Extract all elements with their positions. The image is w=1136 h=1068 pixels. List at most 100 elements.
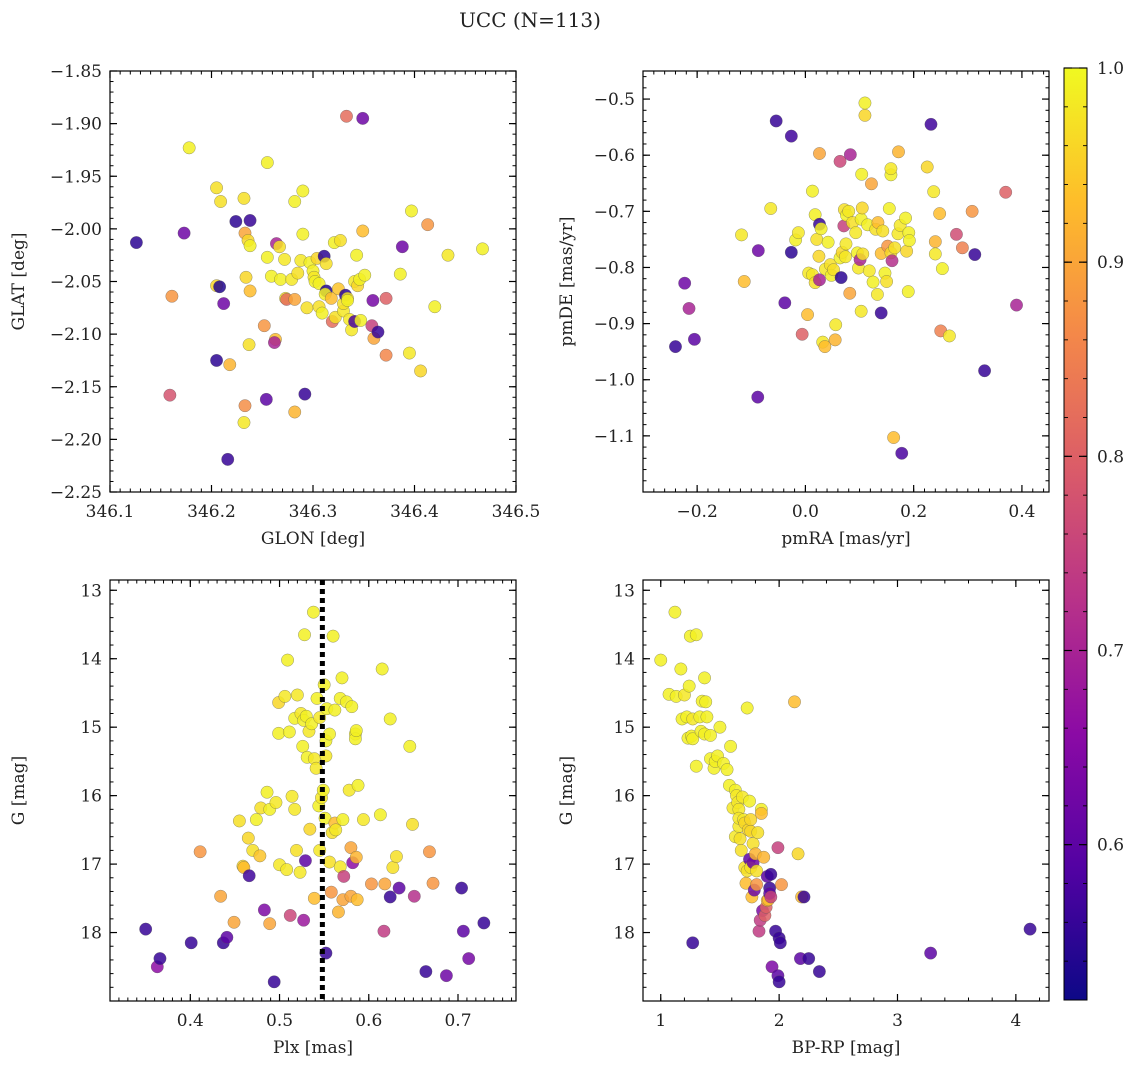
data-point xyxy=(402,346,416,360)
data-point xyxy=(834,271,848,285)
data-point xyxy=(278,689,292,703)
data-point xyxy=(282,725,296,739)
data-point xyxy=(260,785,274,799)
y-tick-label: −2.05 xyxy=(50,273,102,293)
data-point xyxy=(422,845,436,859)
data-point xyxy=(366,293,380,307)
data-point xyxy=(477,916,491,930)
data-point xyxy=(754,806,768,820)
data-point xyxy=(686,936,700,950)
data-point xyxy=(784,129,798,143)
x-tick-label: 0.4 xyxy=(177,1011,204,1031)
data-point xyxy=(313,711,327,725)
data-point xyxy=(297,913,311,927)
data-point xyxy=(791,847,805,861)
data-point xyxy=(177,226,191,240)
data-point xyxy=(296,227,310,241)
data-point xyxy=(750,864,764,878)
y-tick-label: 14 xyxy=(613,650,635,670)
data-point xyxy=(220,930,234,944)
y-axis-label: G [mag] xyxy=(557,756,577,825)
data-point xyxy=(935,262,949,276)
scatter-points xyxy=(129,109,489,466)
data-point xyxy=(193,845,207,859)
data-point xyxy=(306,605,320,619)
data-point xyxy=(184,936,198,950)
y-tick-label: −1.0 xyxy=(594,371,635,391)
data-point xyxy=(379,291,393,305)
data-point xyxy=(139,922,153,936)
data-point xyxy=(341,293,354,307)
scatter-points xyxy=(139,605,491,989)
data-point xyxy=(772,975,786,989)
data-point xyxy=(795,327,809,341)
data-point xyxy=(249,813,263,827)
data-point xyxy=(349,724,363,738)
data-point xyxy=(300,301,314,315)
data-point xyxy=(351,778,365,792)
data-point xyxy=(153,952,167,966)
data-point xyxy=(298,387,312,401)
scatter-points xyxy=(654,605,1037,989)
data-point xyxy=(290,843,303,857)
data-point xyxy=(737,275,751,288)
data-point xyxy=(978,364,992,378)
data-point xyxy=(880,275,894,288)
y-tick-label: 15 xyxy=(613,718,635,738)
data-point xyxy=(839,250,852,264)
y-tick-label: −1.1 xyxy=(594,427,635,447)
y-tick-label: −1.90 xyxy=(50,115,102,135)
data-point xyxy=(902,234,916,247)
data-point xyxy=(288,802,302,816)
data-point xyxy=(210,181,224,195)
data-point xyxy=(182,141,196,155)
data-point xyxy=(778,296,792,310)
data-point xyxy=(324,291,338,305)
data-point xyxy=(421,218,435,232)
data-point xyxy=(288,292,302,306)
data-point xyxy=(821,235,835,249)
data-point xyxy=(682,301,696,315)
data-point xyxy=(383,890,397,904)
data-point xyxy=(773,936,787,950)
data-point xyxy=(253,849,267,863)
colorbar-tick-label: 1.0 xyxy=(1097,59,1124,79)
data-point xyxy=(242,338,256,352)
x-tick-label: 0.7 xyxy=(444,1011,471,1031)
data-point xyxy=(356,224,370,238)
data-point xyxy=(395,240,409,254)
data-point xyxy=(217,297,231,311)
data-point xyxy=(791,226,805,240)
data-point xyxy=(735,228,748,242)
data-point xyxy=(713,720,727,734)
data-point xyxy=(356,813,370,827)
data-point xyxy=(237,191,251,205)
y-tick-label: −0.5 xyxy=(594,90,635,110)
data-point xyxy=(924,946,938,960)
data-point xyxy=(281,653,295,667)
data-point xyxy=(375,662,389,676)
data-point xyxy=(700,710,714,724)
y-tick-label: 17 xyxy=(613,855,635,875)
data-point xyxy=(324,885,338,899)
data-point xyxy=(373,808,387,822)
data-point xyxy=(288,195,302,208)
data-point xyxy=(955,241,969,255)
x-tick-label: 346.3 xyxy=(289,502,338,522)
data-point xyxy=(278,252,292,266)
data-point xyxy=(273,240,286,254)
data-point xyxy=(267,336,281,349)
data-point xyxy=(267,975,281,989)
data-point xyxy=(882,202,896,215)
y-tick-label: 16 xyxy=(613,787,635,807)
data-point xyxy=(928,247,942,261)
axes-frame xyxy=(109,70,517,493)
data-point xyxy=(833,154,847,168)
data-point xyxy=(828,333,842,347)
data-point xyxy=(259,392,273,406)
data-point xyxy=(927,185,941,199)
data-point xyxy=(813,147,826,160)
data-point xyxy=(802,952,816,966)
data-point xyxy=(455,881,469,895)
data-point xyxy=(303,822,317,836)
